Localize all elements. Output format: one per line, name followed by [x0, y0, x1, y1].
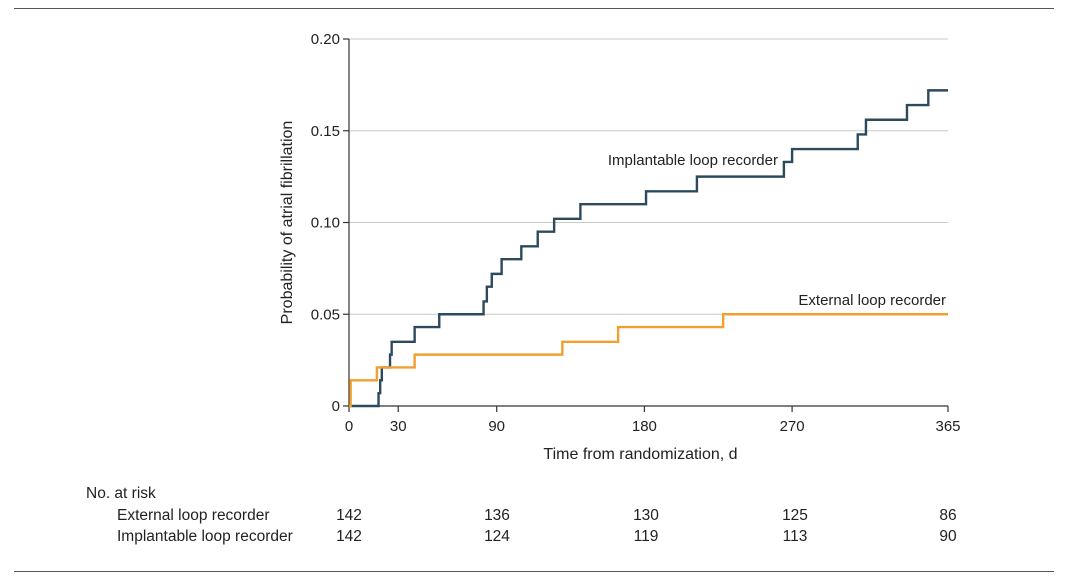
x-tick-label: 0	[345, 418, 353, 435]
x-axis-title: Time from randomization, d	[543, 446, 737, 463]
external-series-label: External loop recorder	[798, 292, 946, 309]
x-tick-label: 270	[780, 418, 805, 435]
implantable-series-label: Implantable loop recorder	[608, 152, 778, 169]
external-series-line	[349, 313, 948, 408]
y-axis-title: Probability of atrial fibrillation	[279, 121, 296, 325]
y-tick-label: 0	[332, 398, 340, 415]
top-rule	[14, 8, 1054, 9]
y-tick-label: 0.20	[311, 31, 340, 48]
x-tick-label: 180	[632, 418, 657, 435]
x-tick-label: 30	[390, 418, 407, 435]
y-tick-label: 0.15	[311, 123, 340, 140]
implantable-series-line	[349, 89, 948, 408]
y-tick-label: 0.05	[311, 306, 340, 323]
x-tick-label: 90	[488, 418, 505, 435]
y-tick-label: 0.10	[311, 215, 340, 232]
bottom-rule	[14, 571, 1054, 572]
x-tick-label: 365	[935, 418, 960, 435]
